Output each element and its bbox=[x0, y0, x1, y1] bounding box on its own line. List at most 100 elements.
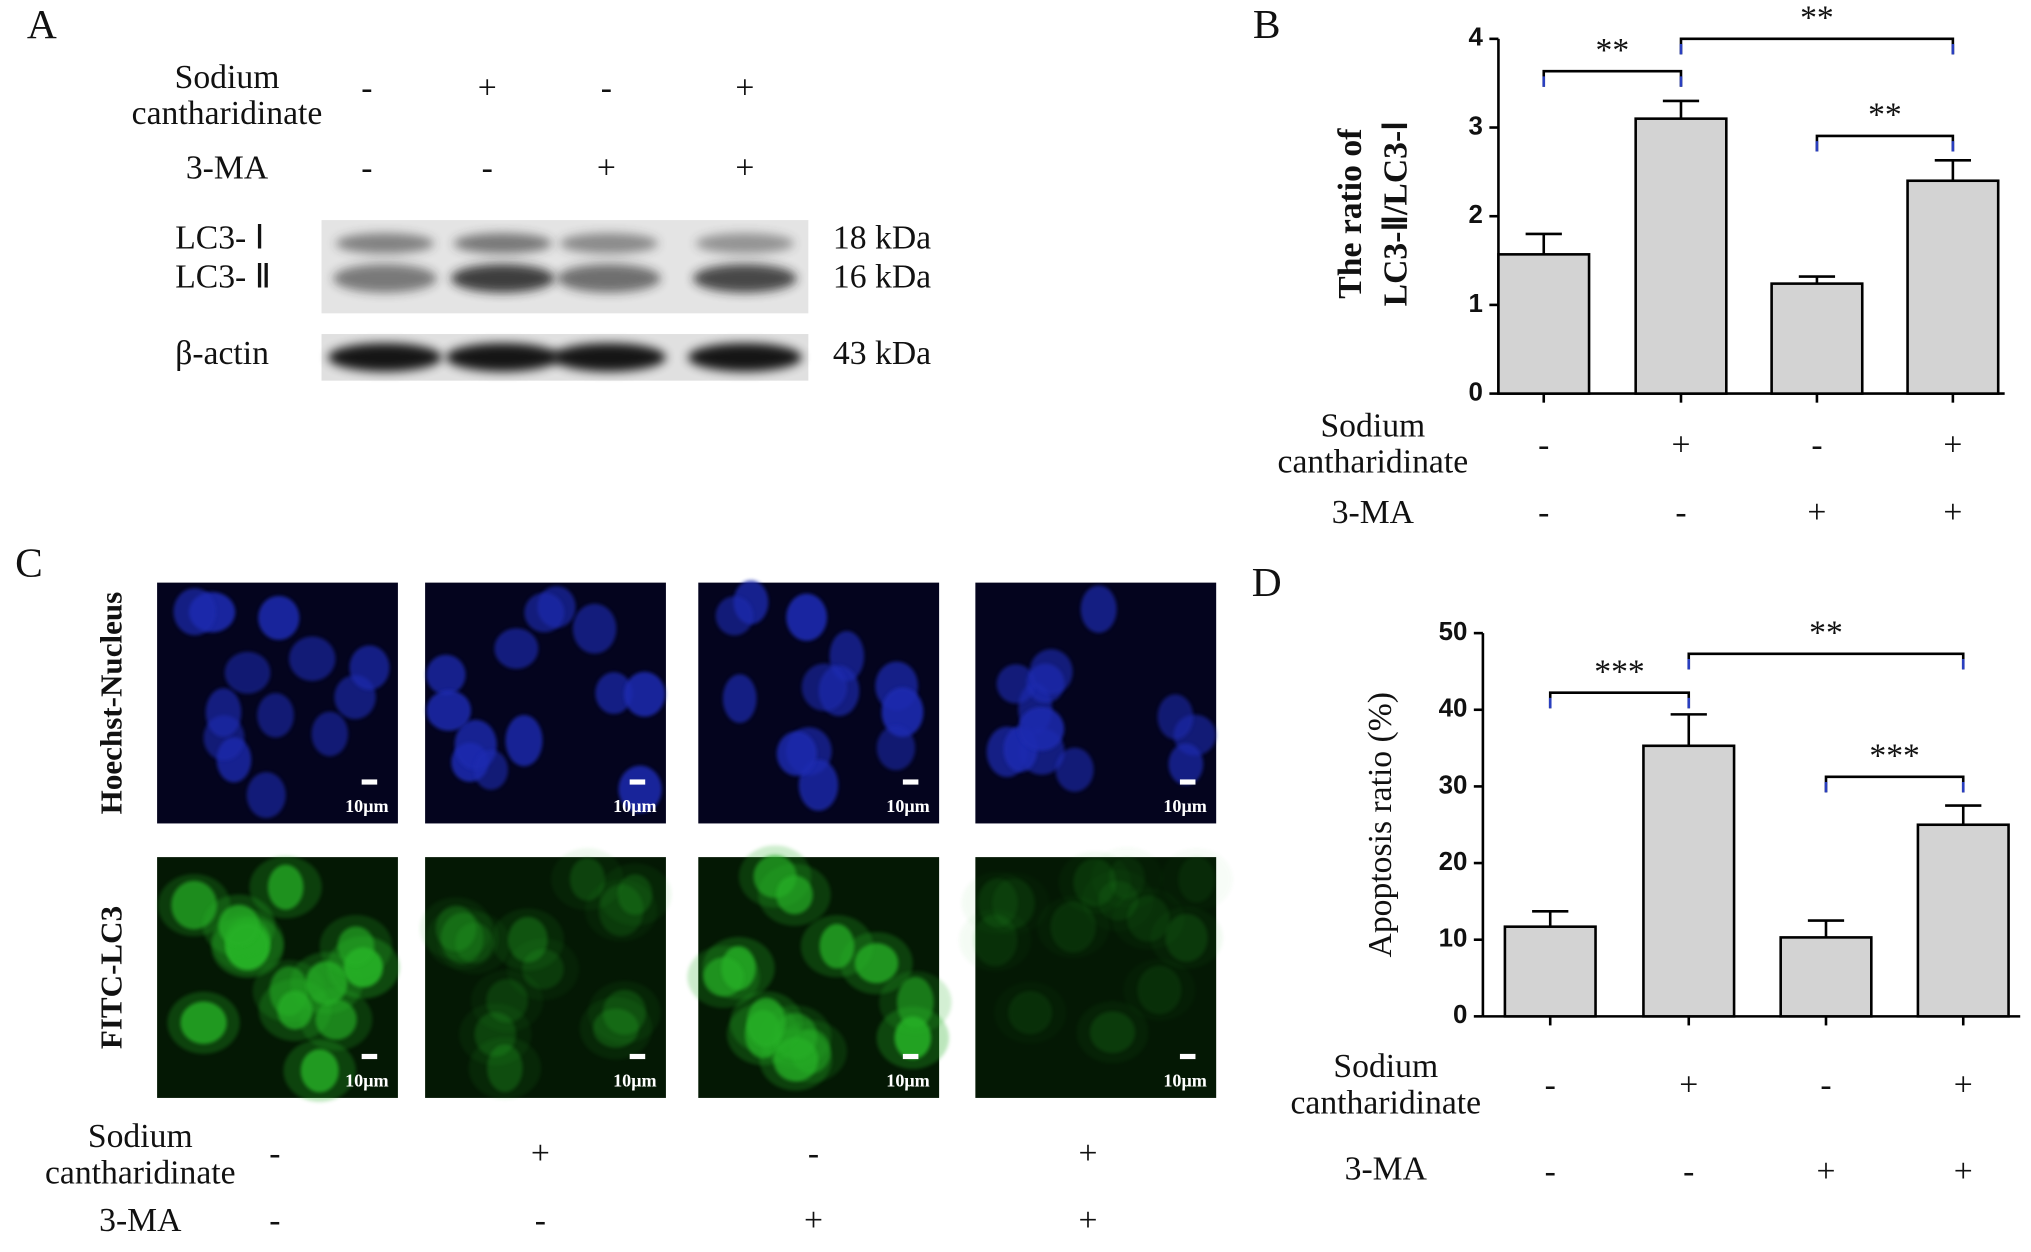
condition-sign: - bbox=[1675, 494, 1686, 531]
bar bbox=[1770, 282, 1864, 395]
condition-sign: - bbox=[1538, 427, 1549, 464]
cell bbox=[349, 645, 390, 690]
blot-band bbox=[445, 343, 560, 372]
significance-bracket bbox=[1687, 652, 1965, 670]
y-tick-label: 30 bbox=[1439, 771, 1468, 799]
bracket-end bbox=[1548, 697, 1691, 709]
condition-sign: - bbox=[1820, 1066, 1831, 1103]
scale-label: 10μm bbox=[345, 1071, 388, 1091]
scale-bar bbox=[1179, 1053, 1196, 1060]
panel-label: B bbox=[1253, 1, 1281, 47]
cell bbox=[1050, 901, 1096, 953]
cell bbox=[722, 674, 757, 723]
bracket-end bbox=[1542, 76, 1683, 87]
bar bbox=[1642, 744, 1736, 1018]
condition-sign: - bbox=[1545, 1066, 1556, 1103]
significance-label: ** bbox=[1596, 32, 1630, 69]
cell bbox=[1080, 585, 1117, 633]
condition-label: cantharidinate bbox=[45, 1154, 236, 1191]
cell bbox=[426, 654, 466, 695]
cell bbox=[1178, 856, 1215, 903]
cell bbox=[896, 976, 934, 1028]
cell bbox=[455, 922, 494, 964]
cell bbox=[617, 874, 653, 915]
significance-bracket bbox=[1548, 691, 1691, 709]
cell bbox=[257, 693, 294, 738]
cell bbox=[180, 1001, 227, 1044]
significance-bracket bbox=[1679, 37, 1955, 55]
cell bbox=[876, 725, 916, 771]
blot-band bbox=[328, 343, 442, 372]
condition-sign: - bbox=[361, 69, 372, 106]
bracket-end bbox=[1687, 659, 1965, 670]
condition-sign: - bbox=[1538, 494, 1549, 531]
scale-label: 10μm bbox=[613, 1071, 656, 1091]
condition-sign: + bbox=[1943, 427, 1962, 464]
condition-sign: + bbox=[1954, 1066, 1973, 1103]
panel-label: C bbox=[15, 540, 43, 586]
cell bbox=[1168, 743, 1204, 785]
blot-band bbox=[695, 233, 795, 254]
condition-sign: + bbox=[531, 1135, 550, 1172]
y-tick-label: 10 bbox=[1439, 925, 1468, 953]
blot-band bbox=[693, 264, 797, 293]
condition-label: cantharidinate bbox=[132, 95, 323, 132]
cell bbox=[1008, 991, 1053, 1035]
cell bbox=[801, 663, 848, 711]
blot-band bbox=[687, 343, 802, 372]
cell bbox=[474, 1012, 517, 1057]
blot-band bbox=[557, 264, 661, 293]
significance-bracket bbox=[1824, 775, 1965, 793]
cell bbox=[426, 690, 472, 731]
cell bbox=[337, 926, 375, 966]
blot-band bbox=[453, 233, 552, 254]
y-tick-label: 50 bbox=[1439, 618, 1468, 646]
condition-sign: + bbox=[804, 1202, 823, 1239]
cell bbox=[776, 875, 813, 915]
significance-bracket bbox=[1815, 134, 1955, 152]
cell bbox=[1055, 747, 1094, 792]
cell bbox=[505, 714, 543, 767]
y-tick-label: 2 bbox=[1469, 201, 1483, 229]
cell bbox=[494, 628, 539, 669]
condition-label: Sodium bbox=[1320, 407, 1425, 444]
bracket-end bbox=[1815, 141, 1955, 152]
scale-bar bbox=[361, 779, 378, 785]
significance-label: ** bbox=[1800, 0, 1834, 36]
y-tick-label: 0 bbox=[1453, 1001, 1467, 1029]
condition-label: 3-MA bbox=[99, 1202, 182, 1239]
bracket-end bbox=[1679, 44, 1955, 55]
y-axis-label: LC3-Ⅱ/LC3-Ⅰ bbox=[1377, 121, 1414, 306]
condition-sign: + bbox=[1079, 1202, 1098, 1239]
y-tick-label: 40 bbox=[1439, 695, 1468, 723]
condition-sign: + bbox=[735, 150, 754, 187]
cell bbox=[267, 864, 304, 910]
condition-label: 3-MA bbox=[186, 150, 269, 187]
cell bbox=[473, 749, 509, 790]
bar bbox=[1634, 117, 1728, 395]
blot-band bbox=[333, 264, 437, 293]
condition-sign: + bbox=[1817, 1153, 1836, 1190]
cell bbox=[569, 857, 605, 901]
cell bbox=[786, 593, 828, 641]
cell bbox=[595, 672, 633, 715]
condition-label: cantharidinate bbox=[1290, 1084, 1481, 1121]
bar bbox=[1497, 253, 1591, 395]
condition-sign: - bbox=[482, 150, 493, 187]
cell bbox=[1089, 1011, 1136, 1054]
cell bbox=[602, 989, 647, 1035]
condition-label: Sodium bbox=[88, 1118, 193, 1155]
scale-label: 10μm bbox=[886, 1071, 929, 1091]
cell bbox=[205, 688, 242, 737]
condition-sign: - bbox=[361, 150, 372, 187]
significance-label: ** bbox=[1868, 97, 1902, 134]
bar bbox=[1916, 823, 2010, 1018]
cell bbox=[798, 759, 839, 811]
row-label: FITC-LC3 bbox=[93, 906, 128, 1049]
cell bbox=[289, 636, 336, 682]
scale-label: 10μm bbox=[613, 796, 656, 816]
condition-label: Sodium bbox=[1333, 1048, 1438, 1085]
scale-bar bbox=[902, 1053, 919, 1060]
cell bbox=[881, 687, 924, 737]
